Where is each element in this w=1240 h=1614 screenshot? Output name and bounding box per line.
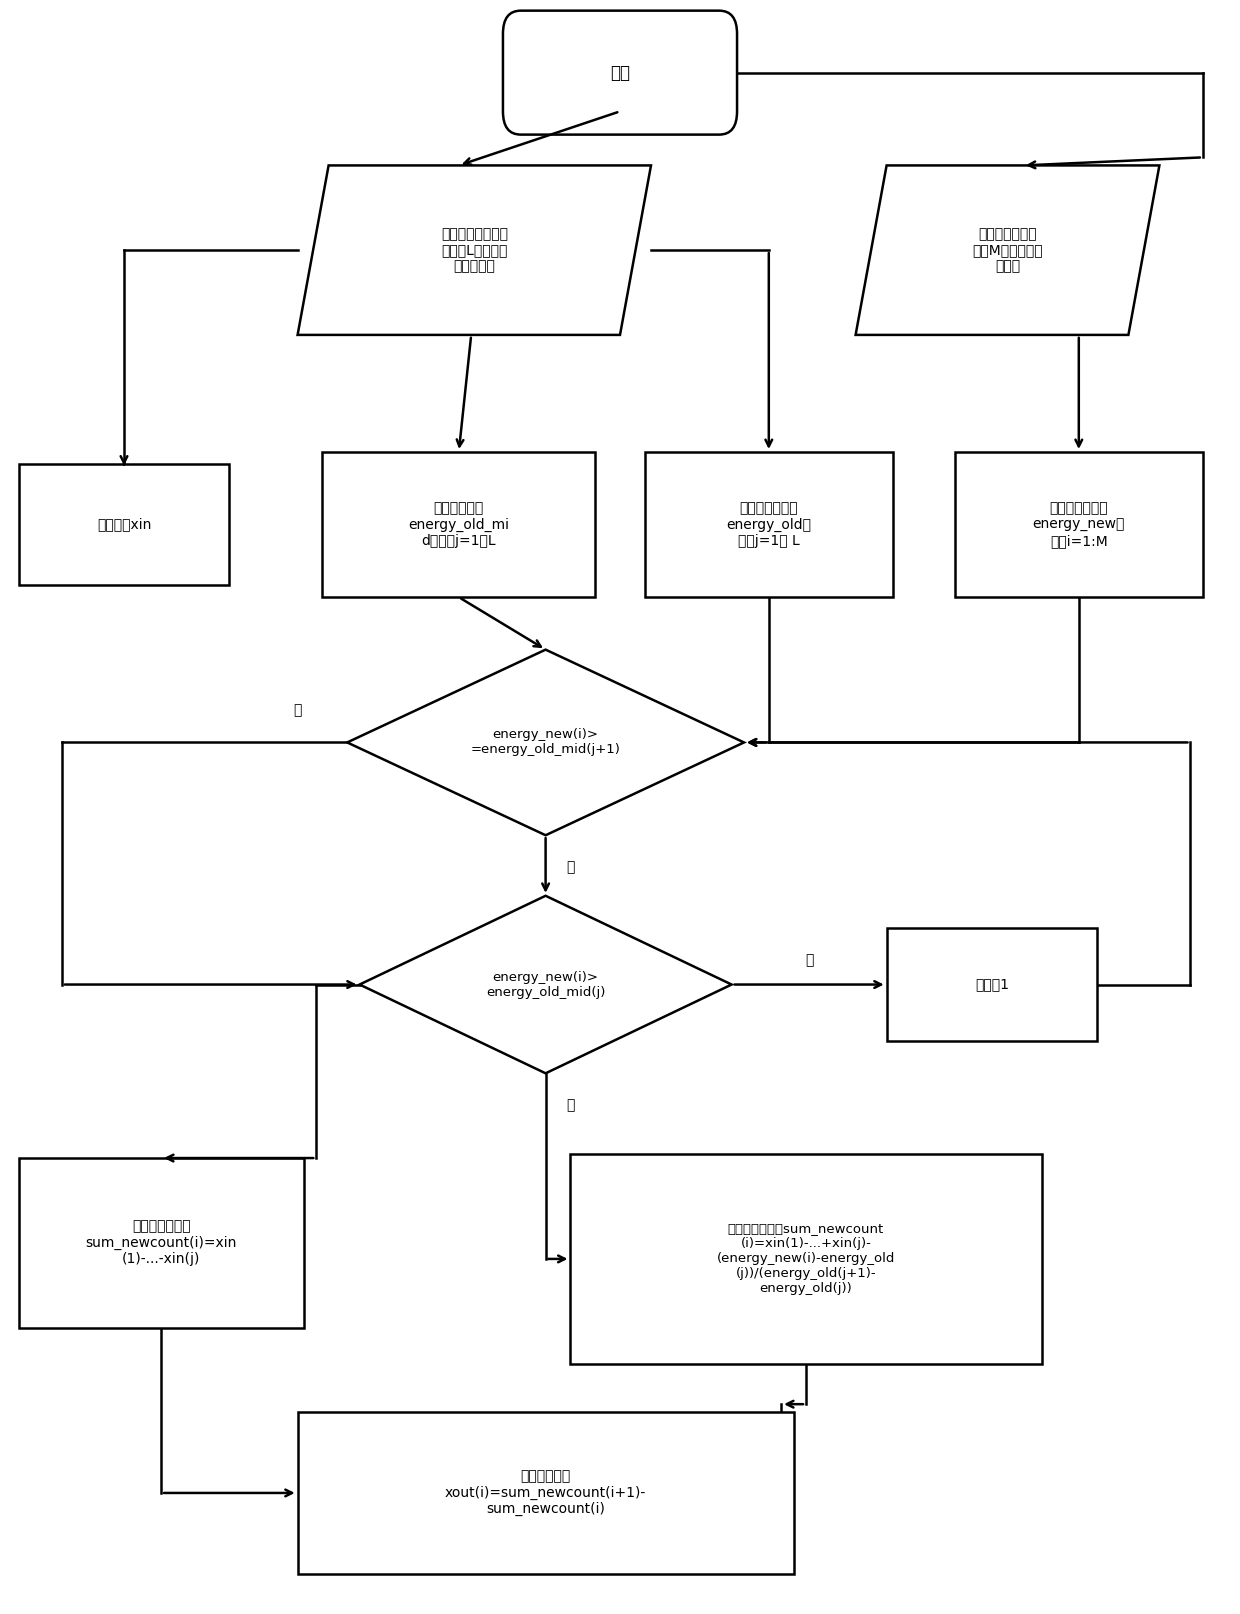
Text: 取出能道右边界
energy_new，
范围i=1:M: 取出能道右边界 energy_new， 范围i=1:M bbox=[1033, 502, 1125, 547]
Text: energy_new(i)>
=energy_old_mid(j+1): energy_new(i)> =energy_old_mid(j+1) bbox=[471, 728, 620, 757]
Polygon shape bbox=[298, 165, 651, 336]
Polygon shape bbox=[856, 165, 1159, 336]
Text: 新的能谱计数
xout(i)=sum_newcount(i+1)-
sum_newcount(i): 新的能谱计数 xout(i)=sum_newcount(i+1)- sum_ne… bbox=[445, 1470, 646, 1516]
Text: 计数加1: 计数加1 bbox=[975, 978, 1009, 991]
Text: 原始脉冲高度谱，
道数为L，整数，
单位为道址: 原始脉冲高度谱， 道数为L，整数， 单位为道址 bbox=[440, 228, 508, 273]
Text: 是: 是 bbox=[567, 1099, 574, 1112]
Bar bbox=[298, 1412, 794, 1574]
Text: 取出计数xin: 取出计数xin bbox=[97, 518, 151, 531]
Bar bbox=[887, 928, 1097, 1041]
Text: 否: 否 bbox=[567, 860, 574, 875]
Bar bbox=[322, 452, 595, 597]
Polygon shape bbox=[360, 896, 732, 1073]
Text: energy_new(i)>
energy_old_mid(j): energy_new(i)> energy_old_mid(j) bbox=[486, 970, 605, 999]
Polygon shape bbox=[347, 649, 744, 834]
Text: 空白新能谱，道
数为M，整数，单
位能量: 空白新能谱，道 数为M，整数，单 位能量 bbox=[972, 228, 1043, 273]
FancyBboxPatch shape bbox=[503, 11, 737, 134]
Text: 新能谱计数求和sum_newcount
(i)=xin(1)-...+xin(j)-
(energy_new(i)-energy_old
(j))/(energ: 新能谱计数求和sum_newcount (i)=xin(1)-...+xin(j… bbox=[717, 1222, 895, 1296]
Text: 取出能道右边界
energy_old，
范围j=1： L: 取出能道右边界 energy_old， 范围j=1： L bbox=[727, 502, 811, 547]
Bar bbox=[645, 452, 893, 597]
Bar bbox=[19, 1159, 304, 1327]
Text: 是: 是 bbox=[294, 704, 301, 717]
Text: 开始: 开始 bbox=[610, 63, 630, 82]
Text: 否: 否 bbox=[805, 954, 813, 967]
Bar bbox=[19, 463, 229, 584]
Text: 取出能道中心
energy_old_mi
d，范围j=1：L: 取出能道中心 energy_old_mi d，范围j=1：L bbox=[408, 502, 510, 547]
Bar bbox=[955, 452, 1203, 597]
Bar bbox=[570, 1154, 1042, 1364]
Text: 新能谱计数求和
sum_newcount(i)=xin
(1)-...-xin(j): 新能谱计数求和 sum_newcount(i)=xin (1)-...-xin(… bbox=[86, 1220, 237, 1265]
